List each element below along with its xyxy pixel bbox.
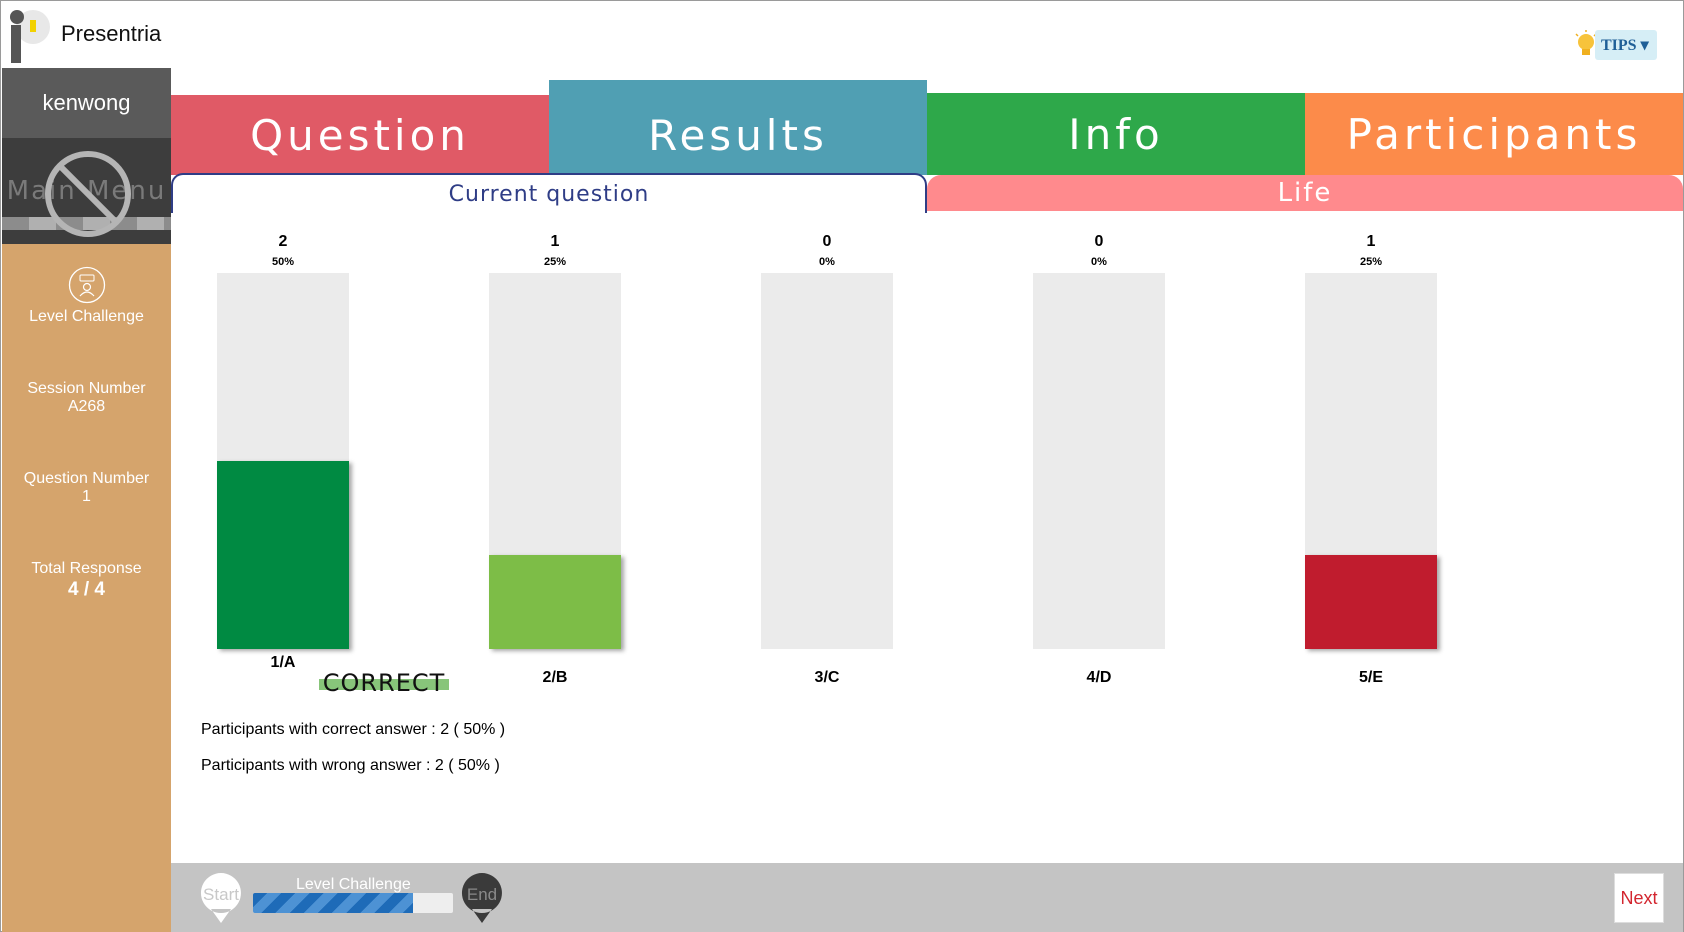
- level-challenge-icon: [68, 266, 106, 304]
- start-pin-icon[interactable]: [199, 871, 243, 927]
- tab-question[interactable]: Question: [171, 95, 549, 175]
- session-info-panel: Level Challenge Session Number A268 Ques…: [2, 244, 171, 932]
- bar-count-label: 1: [551, 233, 560, 250]
- subtab-current-question[interactable]: Current question: [171, 173, 927, 213]
- session-number-value: A268: [67, 398, 106, 415]
- tips-menu[interactable]: TIPS ▾: [1573, 25, 1657, 65]
- bar: [217, 461, 349, 649]
- session-number-label: Session Number: [27, 380, 146, 397]
- question-number: Question Number 1: [2, 470, 171, 506]
- tab-info[interactable]: Info: [927, 93, 1305, 175]
- bar-percent-label: 25%: [1360, 256, 1382, 268]
- correct-summary: Participants with correct answer : 2 ( 5…: [201, 721, 506, 738]
- level-progress-fill: [253, 893, 413, 913]
- correct-underline: [319, 679, 449, 690]
- tab-results[interactable]: Results: [549, 80, 927, 175]
- bar-count-label: 0: [1095, 233, 1104, 250]
- category-label: 2/B: [543, 669, 568, 686]
- menu-stripe: [2, 217, 171, 230]
- bar-count-label: 1: [1367, 233, 1376, 250]
- bar-track: [1033, 273, 1165, 649]
- disabled-icon: [45, 151, 131, 237]
- wrong-summary: Participants with wrong answer : 2 ( 50%…: [201, 757, 500, 774]
- category-label: 3/C: [815, 669, 840, 686]
- correct-label: CORRECT: [322, 669, 446, 697]
- total-response: Total Response 4 / 4: [2, 560, 171, 599]
- brand-name: Presentria: [61, 21, 162, 46]
- progress-label: Level Challenge: [296, 876, 411, 893]
- session-number: Session Number A268: [2, 380, 171, 416]
- tab-participants[interactable]: Participants: [1305, 93, 1683, 175]
- bar-percent-label: 50%: [272, 256, 294, 268]
- bar-count-label: 2: [279, 233, 288, 250]
- bar-percent-label: 0%: [1091, 256, 1107, 268]
- bar-count-label: 0: [823, 233, 832, 250]
- mode-text: Level Challenge: [29, 308, 144, 325]
- bar: [489, 555, 621, 649]
- bar-track: [761, 273, 893, 649]
- total-response-label: Total Response: [31, 560, 142, 577]
- results-bar-chart: 2 50% 1/A 1 25% 2/B 0 0% 3/C 0 0% 4/D 1 25% 5/E: [217, 233, 1437, 686]
- category-label: 5/E: [1359, 669, 1383, 686]
- level-progress-bar: [253, 893, 453, 913]
- end-pin-icon[interactable]: [460, 871, 504, 927]
- bar: [1305, 555, 1437, 649]
- lightbulb-icon: [1575, 30, 1597, 55]
- bar-percent-label: 25%: [544, 256, 566, 268]
- category-label: 4/D: [1087, 669, 1112, 686]
- question-number-label: Question Number: [23, 470, 150, 487]
- subtab-life[interactable]: Life: [927, 175, 1683, 211]
- username: kenwong: [2, 68, 171, 138]
- category-label: 1/A: [271, 654, 296, 671]
- bar-percent-label: 0%: [819, 256, 835, 268]
- tips-button[interactable]: TIPS ▾: [1595, 30, 1657, 60]
- start-label: Start: [203, 885, 239, 904]
- total-response-value: 4 / 4: [68, 579, 105, 600]
- main-menu-button[interactable]: Main Menu: [2, 138, 171, 244]
- correct-indicator: CORRECT: [319, 669, 449, 697]
- next-button[interactable]: Next: [1614, 873, 1664, 923]
- question-number-value: 1: [82, 488, 91, 505]
- presentria-logo-icon: [10, 10, 50, 63]
- mode-label: Level Challenge: [2, 308, 171, 326]
- end-label: End: [466, 885, 498, 904]
